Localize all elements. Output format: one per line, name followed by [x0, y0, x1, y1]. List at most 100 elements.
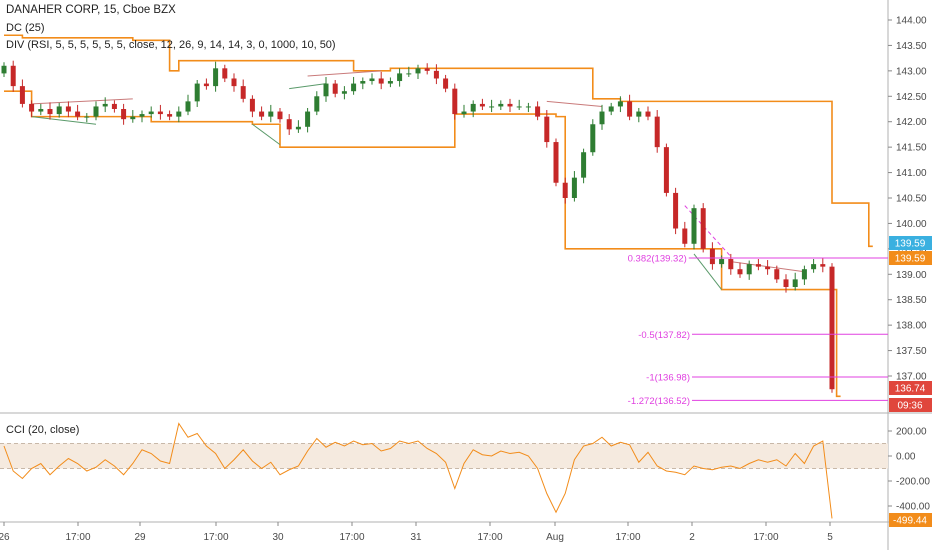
candle-body [424, 68, 430, 71]
candle [783, 274, 789, 293]
candle-body [75, 111, 81, 117]
candle-body [121, 109, 127, 120]
candle-body [820, 264, 826, 267]
price-tick-label: 138.00 [896, 321, 927, 332]
time-tick-label: 2 [689, 532, 695, 543]
candle-body [682, 228, 688, 244]
candle-body [47, 109, 53, 115]
candle-body [378, 78, 384, 84]
candle [424, 63, 430, 75]
candle [673, 187, 679, 235]
candle [728, 253, 734, 275]
candle-body [19, 86, 25, 104]
price-tick-label: 142.50 [896, 92, 927, 103]
candle [719, 255, 725, 268]
candle-body [535, 106, 541, 117]
candle-body [571, 177, 577, 198]
candle-body [617, 101, 623, 107]
candle [93, 101, 99, 121]
candle-body [691, 208, 697, 244]
candle-body [700, 208, 706, 249]
candle [139, 110, 145, 123]
last-price-badge: 136.74 [889, 381, 932, 395]
candle-body [811, 264, 817, 270]
donchian-lower [4, 90, 841, 398]
price-tick-label: 139.00 [896, 270, 927, 281]
candle [682, 221, 688, 248]
candle-body [673, 192, 679, 229]
candle-body [443, 78, 449, 89]
candle-body [774, 269, 780, 280]
candle-body [663, 147, 669, 193]
price-tick-label: 140.50 [896, 194, 927, 205]
price-tick-label: 141.50 [896, 143, 927, 154]
candle [627, 94, 633, 121]
symbol-legend[interactable]: DANAHER CORP, 15, Cboe BZX [6, 4, 176, 16]
candle-body [544, 116, 550, 143]
last-high-badge-text: 139.59 [895, 239, 926, 250]
candle [111, 100, 117, 113]
candle-body [627, 101, 633, 117]
candle-body [387, 81, 393, 84]
candle-body [590, 124, 596, 153]
time-tick-label: 29 [134, 532, 146, 543]
donchian-legend[interactable]: DC (25) [6, 22, 45, 34]
candle [65, 101, 71, 118]
candle-body [157, 111, 163, 115]
candle [240, 79, 246, 103]
candle [608, 102, 614, 116]
divergence-line [289, 83, 327, 90]
candle [176, 106, 182, 123]
candle [663, 143, 669, 197]
candle [314, 91, 320, 116]
countdown-badge-text: 09:36 [897, 401, 922, 412]
candle [397, 68, 403, 87]
divergence-lines [31, 70, 805, 290]
cci-tick-label: -400.00 [896, 502, 930, 513]
divergence-line [307, 70, 382, 77]
candle-body [433, 70, 439, 79]
divergence-legend[interactable]: DIV (RSI, 5, 5, 5, 5, 5, 5, close, 12, 2… [6, 39, 336, 51]
candle [691, 204, 697, 250]
candle [268, 104, 274, 123]
candle-body [728, 259, 734, 270]
candle [443, 74, 449, 93]
candle [525, 102, 531, 113]
candle-body [203, 83, 209, 87]
candle [286, 114, 292, 135]
candle-body [755, 264, 761, 267]
fibonacci-levels: 0.382(139.32) -0.5(137.82) -1(136.98) -1.27… [628, 254, 888, 407]
candle-body [415, 68, 421, 74]
candle [829, 263, 835, 393]
time-tick-label: 17:00 [65, 532, 90, 543]
candle-body [461, 111, 467, 115]
candle-body [305, 111, 311, 127]
cci-legend[interactable]: CCI (20, close) [6, 424, 80, 436]
candle-body [1, 65, 7, 74]
candle [801, 265, 807, 285]
candle-body [231, 78, 237, 87]
divergence-line [252, 123, 281, 146]
price-tick-label: 137.50 [896, 346, 927, 357]
candle [148, 106, 154, 118]
candle [84, 113, 90, 123]
price-tick-label: 143.00 [896, 66, 927, 77]
candle [811, 259, 817, 273]
candle-body [130, 116, 136, 120]
candle-body [167, 114, 173, 117]
time-tick-label: 17:00 [615, 532, 640, 543]
candle [507, 98, 513, 113]
candle-body [765, 266, 771, 270]
time-tick-label: 31 [410, 532, 422, 543]
divergence-line [546, 100, 603, 107]
candle-body [93, 106, 99, 117]
candle-body [737, 269, 743, 275]
candle-body [185, 101, 191, 112]
candle [617, 96, 623, 113]
fib-trend-line [684, 205, 732, 257]
dc-upper-badge-bg [889, 251, 932, 265]
cci-value-badge-text: -499.44 [893, 516, 927, 527]
candle [305, 107, 311, 133]
candle-body [507, 103, 513, 107]
candle-body [489, 106, 495, 108]
